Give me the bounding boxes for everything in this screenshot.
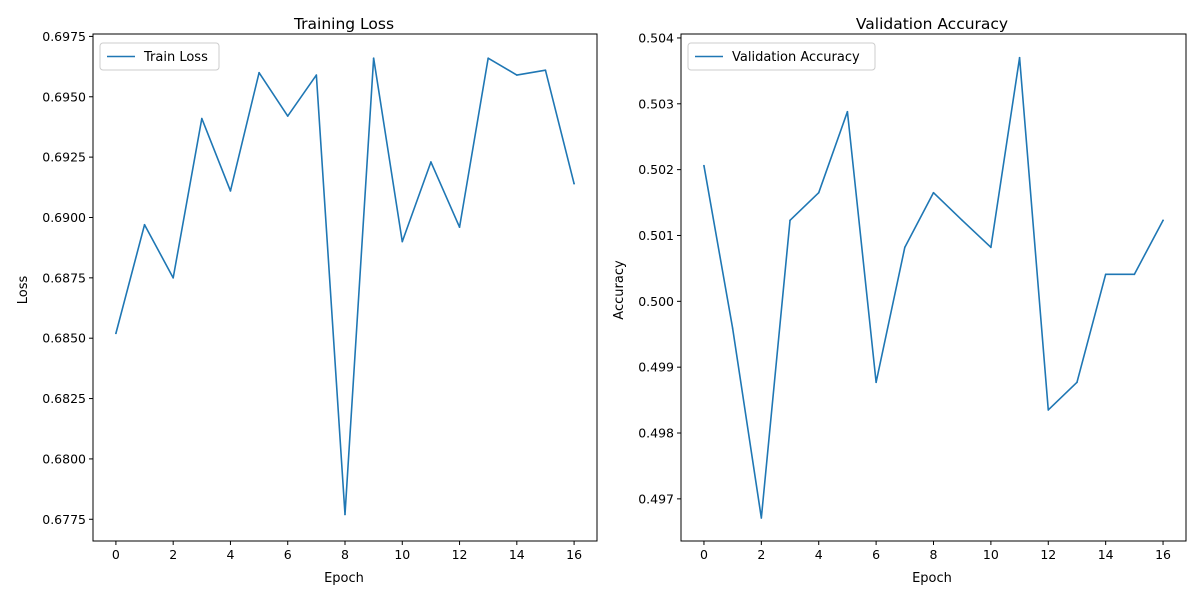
x-axis-label: Epoch [912, 571, 952, 586]
data-point [286, 115, 289, 117]
plot-frame [680, 33, 1187, 542]
data-point [904, 246, 906, 249]
x-tick-label: 6 [284, 547, 292, 562]
data-point [172, 277, 174, 279]
y-tick-label: 0.497 [638, 491, 674, 506]
plot-series [703, 56, 1164, 519]
data-point [789, 219, 791, 222]
data-point [846, 110, 849, 113]
data-point [401, 240, 404, 243]
x-tick-label: 8 [930, 547, 938, 562]
data-point [1133, 273, 1136, 276]
data-point [516, 74, 518, 76]
y-tick-label: 0.501 [638, 228, 674, 243]
data-point [115, 332, 117, 335]
data-point [143, 223, 146, 226]
y-tick-label: 0.6800 [42, 451, 86, 466]
x-tick-label: 4 [815, 547, 823, 562]
y-tick-label: 0.6925 [42, 150, 86, 165]
x-tick-label: 14 [1098, 547, 1114, 562]
data-point [458, 226, 461, 228]
y-tick-label: 0.6975 [42, 29, 86, 44]
y-tick-label: 0.502 [638, 162, 674, 177]
x-tick-label: 10 [394, 547, 410, 562]
plot-frame [92, 33, 598, 542]
plot-series [115, 57, 575, 516]
legend-box [99, 42, 220, 71]
data-point [817, 191, 820, 194]
x-tick-label: 2 [757, 547, 765, 562]
data-point [1018, 56, 1021, 59]
legend: Train Loss [99, 42, 220, 71]
data-point [703, 164, 705, 167]
x-tick-label: 0 [112, 547, 120, 562]
y-axis-label: Accuracy [612, 260, 627, 320]
validation-accuracy-chart: Validation Accuracy Epoch Accuracy 0 2 4 6 8… [612, 15, 1187, 586]
legend-label: Train Loss [143, 50, 208, 65]
data-point [315, 74, 318, 76]
legend: Validation Accuracy [687, 42, 876, 71]
data-point [961, 219, 963, 222]
data-point [487, 57, 489, 59]
x-tick-label: 0 [700, 547, 708, 562]
y-tick-label: 0.500 [638, 294, 674, 309]
data-point [731, 327, 734, 330]
data-point [760, 517, 763, 519]
x-tick-label: 16 [566, 547, 582, 562]
y-tick-label: 0.6850 [42, 331, 86, 346]
training-loss-chart: Training Loss Epoch Loss 0 2 4 6 8 10 12 14 16 0.… [16, 15, 598, 586]
data-point [544, 69, 547, 72]
y-tick-label: 0.503 [638, 96, 674, 111]
data-point [372, 57, 375, 59]
data-point [990, 246, 992, 249]
chart-title: Training Loss [293, 15, 394, 33]
x-tick-label: 2 [169, 547, 177, 562]
x-tick-label: 6 [872, 547, 880, 562]
data-point [1162, 219, 1164, 222]
data-point [875, 381, 877, 384]
y-axis-label: Loss [16, 276, 31, 305]
y-tick-label: 0.6950 [42, 89, 86, 104]
data-point [1047, 409, 1050, 411]
x-tick-label: 4 [226, 547, 234, 562]
y-tick-label: 0.6900 [42, 210, 86, 225]
axis-ticks: 0 2 4 6 8 10 12 14 16 0.6775 0.6800 0.6825 0.6850 0.6… [42, 29, 582, 562]
axis-ticks: 0 2 4 6 8 10 12 14 16 0.497 0.498 0.499 0.500 0.501 0.… [638, 30, 1171, 562]
data-point [258, 71, 260, 74]
data-point [1076, 381, 1078, 384]
x-tick-label: 12 [452, 547, 468, 562]
x-tick-label: 12 [1040, 547, 1056, 562]
x-tick-label: 14 [509, 547, 525, 562]
y-tick-label: 0.6775 [42, 512, 86, 527]
legend-box [687, 42, 876, 71]
x-tick-label: 8 [341, 547, 349, 562]
data-point [932, 191, 935, 194]
legend-label: Validation Accuracy [732, 50, 860, 65]
data-point [1104, 273, 1107, 276]
data-point [573, 182, 575, 185]
y-tick-label: 0.498 [638, 426, 674, 441]
y-tick-label: 0.6875 [42, 270, 86, 285]
y-tick-label: 0.499 [638, 360, 674, 375]
x-axis-label: Epoch [324, 571, 364, 586]
y-tick-label: 0.6825 [42, 391, 86, 406]
y-tick-label: 0.504 [638, 30, 674, 45]
data-point [229, 190, 232, 192]
data-point [344, 513, 346, 516]
data-point [201, 117, 203, 120]
chart-title: Validation Accuracy [856, 15, 1008, 33]
data-point [430, 161, 432, 163]
x-tick-label: 16 [1155, 547, 1171, 562]
x-tick-label: 10 [983, 547, 999, 562]
